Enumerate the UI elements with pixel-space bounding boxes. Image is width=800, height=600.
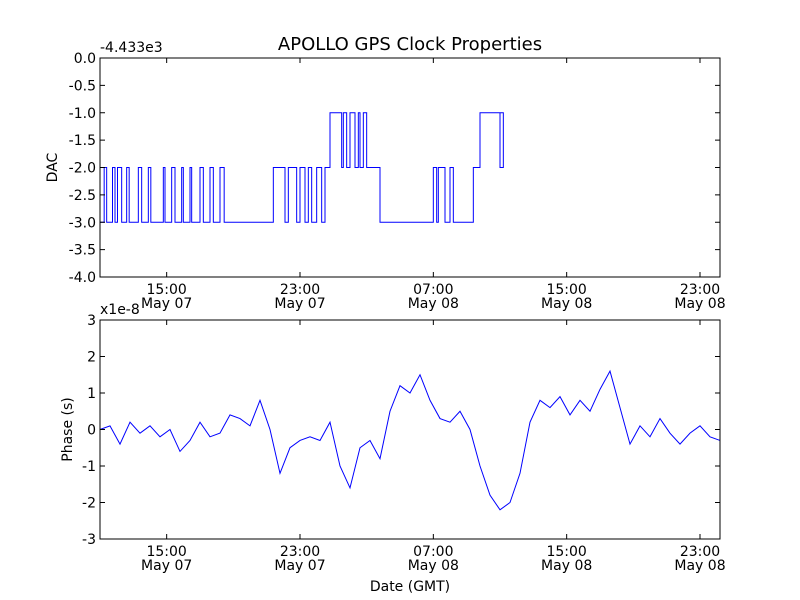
- dac-ytick-label: -1.5: [69, 133, 96, 149]
- phase-xlabel: Date (GMT): [370, 579, 450, 595]
- phase-xtick-label-date: May 07: [141, 558, 192, 574]
- phase-xtick-label-time: 23:00: [680, 544, 720, 560]
- dac-xtick-label-date: May 07: [274, 296, 325, 312]
- dac-axes-frame: [99, 57, 721, 278]
- dac-ytick-label: -3.0: [69, 215, 96, 231]
- figure-title: APOLLO GPS Clock Properties: [278, 34, 542, 55]
- dac-ylabel: DAC: [45, 152, 61, 182]
- dac-ytick-label: -2.5: [69, 188, 96, 204]
- phase-ytick-label: -3: [82, 532, 96, 548]
- phase-ytick-label: 0: [87, 423, 96, 439]
- dac-xtick-label-date: May 08: [541, 296, 592, 312]
- dac-ytick-label: 0.0: [74, 51, 96, 67]
- dac-ytick-label: -0.5: [69, 78, 96, 94]
- phase-offset-label: x1e-8: [100, 302, 140, 318]
- dac-xtick-label-time: 23:00: [680, 282, 720, 298]
- phase-xtick-label-date: May 08: [541, 558, 592, 574]
- dac-ytick-label: -3.5: [69, 243, 96, 259]
- dac-offset-label: -4.433e3: [100, 40, 163, 56]
- dac-ytick-label: -2.0: [69, 161, 96, 177]
- dac-xtick-label-date: May 07: [141, 296, 192, 312]
- dac-xtick-label-time: 15:00: [146, 282, 186, 298]
- phase-xtick-label-date: May 08: [408, 558, 459, 574]
- phase-xtick-label-time: 07:00: [413, 544, 453, 560]
- phase-xtick-label-date: May 08: [674, 558, 725, 574]
- phase-ytick-label: 1: [87, 386, 96, 402]
- dac-xtick-label-date: May 08: [674, 296, 725, 312]
- dac-xtick-label-time: 07:00: [413, 282, 453, 298]
- phase-ytick-label: -1: [82, 459, 96, 475]
- phase-xtick-label-date: May 07: [274, 558, 325, 574]
- phase-xtick-label-time: 15:00: [546, 544, 586, 560]
- phase-ytick-label: 3: [87, 313, 96, 329]
- phase-ytick-label: -2: [82, 496, 96, 512]
- dac-xtick-label-time: 23:00: [280, 282, 320, 298]
- dac-ytick-label: -4.0: [69, 270, 96, 286]
- phase-xtick-label-time: 23:00: [280, 544, 320, 560]
- dac-chart: 0.0 -0.5 -1.0 -1.5 -2.0 -2.5 -3.0 -3.5 -4.0 15:00…: [45, 40, 726, 312]
- phase-series-line: [99, 369, 721, 511]
- phase-ytick-label: 2: [87, 350, 96, 366]
- dac-xtick-label-time: 15:00: [546, 282, 586, 298]
- phase-axes-frame: [99, 319, 721, 540]
- dac-series-line: [100, 112, 504, 223]
- phase-xtick-label-time: 15:00: [146, 544, 186, 560]
- dac-xtick-label-date: May 08: [408, 296, 459, 312]
- phase-ylabel: Phase (s): [60, 397, 76, 461]
- dac-ytick-label: -1.0: [69, 106, 96, 122]
